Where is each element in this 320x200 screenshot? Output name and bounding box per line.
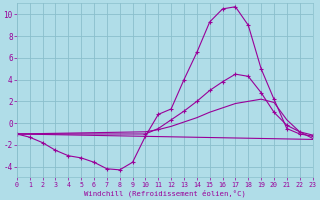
X-axis label: Windchill (Refroidissement éolien,°C): Windchill (Refroidissement éolien,°C) [84, 189, 246, 197]
